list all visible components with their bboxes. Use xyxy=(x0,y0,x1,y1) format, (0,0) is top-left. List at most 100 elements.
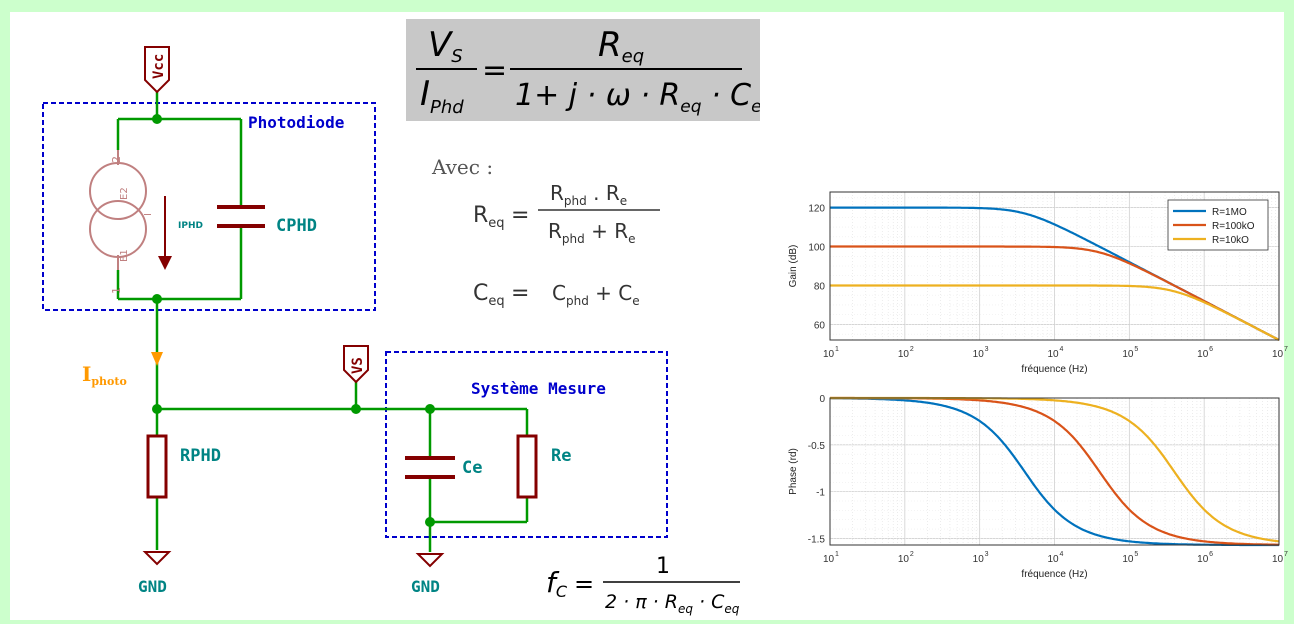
iphoto-arrow-icon xyxy=(151,352,163,366)
pin-e1-label: E1 xyxy=(119,249,130,262)
re-label: Re xyxy=(551,446,571,466)
mesure-label: Système Mesure xyxy=(471,379,606,398)
phase-chart: 10 1 10 2 10 3 10 4 10 5 10 6 10 70-0.5-1-1.5fréquenc… xyxy=(788,394,1288,580)
gnd-label-1: GND xyxy=(138,577,167,596)
x-tick-exponent: 1 xyxy=(835,346,839,353)
x-tick-exponent: 2 xyxy=(910,551,914,558)
x-tick-exponent: 6 xyxy=(1209,346,1213,353)
x-tick-exponent: 5 xyxy=(1134,346,1138,353)
x-tick-exponent: 3 xyxy=(985,551,989,558)
legend-label: R=1MO xyxy=(1212,207,1247,218)
y-axis-label: Phase (rd) xyxy=(788,448,799,495)
pin-e2-label: E2 xyxy=(119,187,130,200)
x-tick-label: 10 xyxy=(1122,554,1134,565)
y-tick-label: 120 xyxy=(808,204,825,215)
y-tick-label: -0.5 xyxy=(808,441,826,452)
cphd-label: CPHD xyxy=(276,216,317,236)
req-lhs: Req xyxy=(473,203,505,231)
legend: R=1MO R=100kO R=10kO xyxy=(1167,199,1269,251)
iphoto-label: Iphoto xyxy=(82,362,127,388)
rphd-resistor-symbol xyxy=(146,434,168,499)
x-tick-label: 10 xyxy=(898,554,910,565)
x-tick-exponent: 5 xyxy=(1134,551,1138,558)
plot-frame xyxy=(829,191,1280,341)
photodiode-box xyxy=(42,102,376,311)
req-den: Rphd + Re xyxy=(548,219,636,246)
series-line-R=10kO xyxy=(830,284,1280,341)
current-source-symbol xyxy=(89,150,147,270)
re-resistor-symbol xyxy=(516,434,538,499)
x-tick-exponent: 1 xyxy=(835,551,839,558)
y-tick-label: 100 xyxy=(808,243,825,254)
ce-capacitor-symbol xyxy=(405,456,455,479)
x-axis-label: fréquence (Hz) xyxy=(1021,364,1087,375)
y-axis-label: Gain (dB) xyxy=(788,245,799,288)
transfer-equals: = xyxy=(482,53,507,88)
x-tick-label: 10 xyxy=(1048,349,1060,360)
junction-dots xyxy=(152,114,435,527)
x-tick-exponent: 7 xyxy=(1284,346,1288,353)
x-tick-label: 10 xyxy=(973,554,985,565)
mesure-box xyxy=(385,351,668,538)
vs-label: VS xyxy=(350,357,366,374)
x-tick-label: 10 xyxy=(1122,349,1134,360)
vcc-label: Vcc xyxy=(151,54,167,79)
x-tick-exponent: 2 xyxy=(910,346,914,353)
ceq-rhs: Cphd + Ce xyxy=(552,281,640,308)
circuit-schematic: Photodiode Système Mesure 2 E2 I E1 xyxy=(42,46,668,596)
pin-i-label: I xyxy=(143,213,154,216)
x-tick-exponent: 4 xyxy=(1060,551,1064,558)
y-tick-label: 60 xyxy=(814,320,826,331)
y-tick-label: 0 xyxy=(819,394,825,405)
x-tick-exponent: 6 xyxy=(1209,551,1213,558)
gnd-label-2: GND xyxy=(411,577,440,596)
x-tick-label: 10 xyxy=(823,554,835,565)
y-tick-label: 80 xyxy=(814,281,826,292)
x-tick-label: 10 xyxy=(1197,349,1209,360)
y-tick-label: -1.5 xyxy=(808,534,826,545)
equations: VS IPhd = Req 1+ j · ω · Req · Ceq Avec … xyxy=(406,19,760,616)
fc-num: 1 xyxy=(656,554,670,579)
vs-flag-icon xyxy=(343,345,369,384)
x-tick-label: 10 xyxy=(1272,349,1284,360)
transfer-rhs-num: Req xyxy=(598,25,644,67)
fc-den: 2 · π · Req · Ceq xyxy=(605,591,740,616)
ceq-lhs: Ceq xyxy=(473,281,505,309)
vcc-flag-icon xyxy=(144,46,170,94)
x-tick-exponent: 3 xyxy=(985,346,989,353)
wires xyxy=(116,92,529,552)
gain-chart: 10 1 10 2 10 3 10 4 10 5 10 6 10 76080100120fréquence… xyxy=(788,191,1288,375)
x-tick-label: 10 xyxy=(1197,554,1209,565)
transfer-rhs-den: 1+ j · ω · Req · Ceq xyxy=(515,78,760,117)
pin-1-label: 1 xyxy=(110,287,123,294)
avec-label: Avec : xyxy=(431,155,493,179)
plot-frame xyxy=(829,397,1280,546)
gnd-symbol-icon xyxy=(142,551,445,568)
x-tick-label: 10 xyxy=(823,349,835,360)
legend-label: R=100kO xyxy=(1212,221,1255,232)
photodiode-label: Photodiode xyxy=(248,113,344,132)
transfer-lhs-den: IPhd xyxy=(420,74,464,118)
req-num: Rphd . Re xyxy=(550,181,627,208)
ce-label: Ce xyxy=(462,458,482,478)
pin-2-label: 2 xyxy=(110,156,123,163)
x-tick-label: 10 xyxy=(1272,554,1284,565)
x-tick-label: 10 xyxy=(973,349,985,360)
fc-equals: = xyxy=(574,570,594,598)
rphd-label: RPHD xyxy=(180,446,221,466)
y-tick-label: -1 xyxy=(816,488,825,499)
x-axis-label: fréquence (Hz) xyxy=(1021,569,1087,580)
req-equals: = xyxy=(511,203,529,228)
iphd-arrow-icon xyxy=(158,196,172,270)
cphd-capacitor-symbol xyxy=(217,205,265,228)
x-tick-label: 10 xyxy=(1048,554,1060,565)
ceq-equals: = xyxy=(511,281,529,306)
x-tick-exponent: 7 xyxy=(1284,551,1288,558)
transfer-lhs-num: VS xyxy=(428,25,463,67)
iphd-label: IPHD xyxy=(178,221,203,231)
x-tick-label: 10 xyxy=(898,349,910,360)
legend-label: R=10kO xyxy=(1212,235,1249,246)
x-tick-exponent: 4 xyxy=(1060,346,1064,353)
